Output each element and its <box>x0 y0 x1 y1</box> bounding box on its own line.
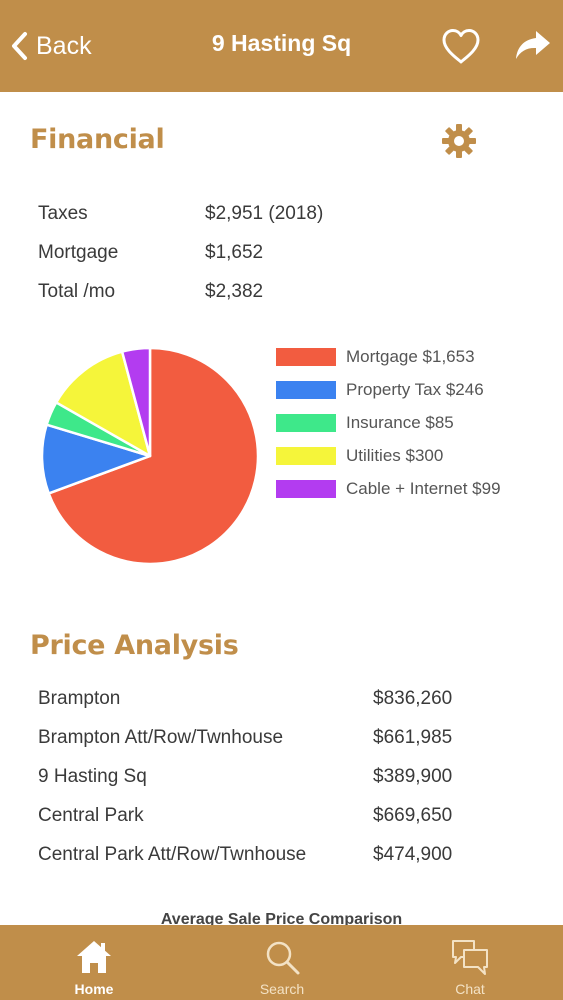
pie-slice-mortgage <box>47 346 260 566</box>
price-analysis-title: Price Analysis <box>30 630 239 661</box>
legend-label: Insurance $85 <box>346 413 454 432</box>
legend-item-insurance: Insurance $85 <box>276 412 454 434</box>
chat-icon <box>452 940 488 975</box>
tab-chat[interactable]: Chat <box>376 925 563 1000</box>
price-value: $836,260 <box>373 688 453 709</box>
price-label: 9 Hasting Sq <box>38 766 147 787</box>
legend-label: Cable + Internet $99 <box>346 479 501 498</box>
price-label: Central Park Att/Row/Twnhouse <box>38 844 307 865</box>
legend-label: Utilities $300 <box>346 446 444 465</box>
financial-value: $2,951 (2018) <box>205 203 324 224</box>
legend-item-utilities: Utilities $300 <box>276 445 443 467</box>
legend-item-property-tax: Property Tax $246 <box>276 379 484 401</box>
tab-home[interactable]: Home <box>0 925 188 1000</box>
financial-label: Taxes <box>38 203 88 224</box>
search-icon <box>266 941 300 975</box>
legend-item-cable-internet: Cable + Internet $99 <box>276 478 501 500</box>
tab-label: Chat <box>455 981 485 997</box>
back-button[interactable]: Back <box>10 26 92 66</box>
financial-label: Total /mo <box>38 281 116 302</box>
tab-label: Search <box>259 981 305 997</box>
legend-label: Property Tax $246 <box>346 380 484 399</box>
financial-label: Mortgage <box>38 242 119 263</box>
price-value: $669,650 <box>373 805 453 826</box>
price-row: Central Park Att/Row/Twnhouse $474,900 <box>38 844 538 872</box>
pie-slice-property-tax <box>40 423 152 495</box>
legend-swatch <box>276 381 336 399</box>
price-row: Brampton $836,260 <box>38 688 538 716</box>
financial-title: Financial <box>30 124 165 155</box>
tab-label: Home <box>74 981 114 997</box>
legend-item-mortgage: Mortgage $1,653 <box>276 346 475 368</box>
content-area[interactable]: Financial Taxes $2,951 (2018) Mortgage $… <box>0 92 563 925</box>
price-row: Brampton Att/Row/Twnhouse $661,985 <box>38 727 538 755</box>
legend-swatch <box>276 447 336 465</box>
price-row: Central Park $669,650 <box>38 805 538 833</box>
pie-slice-cable-internet <box>120 346 152 458</box>
legend-swatch <box>276 348 336 366</box>
bottom-tab-bar: Home Search Chat <box>0 925 563 1000</box>
price-row: 9 Hasting Sq $389,900 <box>38 766 538 794</box>
financial-value: $1,652 <box>205 242 264 263</box>
price-chart-caption: Average Sale Price Comparison <box>160 911 403 925</box>
tab-search[interactable]: Search <box>188 925 376 1000</box>
price-value: $389,900 <box>373 766 453 787</box>
home-icon <box>77 941 111 973</box>
price-value: $661,985 <box>373 727 453 748</box>
financial-value: $2,382 <box>205 281 264 302</box>
expense-pie-chart <box>40 346 260 566</box>
price-label: Brampton <box>38 688 121 709</box>
legend-label: Mortgage $1,653 <box>346 347 475 366</box>
legend-swatch <box>276 414 336 432</box>
top-nav-bar: Back 9 Hasting Sq <box>0 0 563 92</box>
legend-swatch <box>276 480 336 498</box>
price-label: Brampton Att/Row/Twnhouse <box>38 727 284 748</box>
pie-slice-utilities <box>54 350 152 458</box>
chevron-left-icon <box>12 32 27 60</box>
heart-icon[interactable] <box>440 27 482 65</box>
back-label: Back <box>36 31 92 60</box>
price-value: $474,900 <box>373 844 453 865</box>
price-label: Central Park <box>38 805 144 826</box>
share-icon[interactable] <box>513 28 553 62</box>
gear-icon[interactable] <box>441 123 477 159</box>
